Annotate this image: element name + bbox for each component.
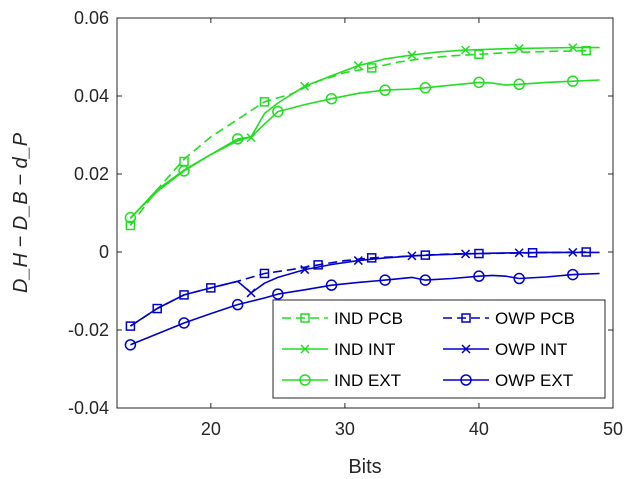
data-point-owp-pcb <box>152 303 162 314</box>
data-point-owp-ext <box>272 288 284 300</box>
legend-label-owp-pcb: OWP PCB <box>495 309 575 328</box>
data-point-ind-ext <box>231 133 244 145</box>
data-point-ind-int <box>246 133 256 143</box>
legend-label-owp-int: OWP INT <box>495 340 567 359</box>
x-tick-label: 40 <box>469 419 489 439</box>
data-point-owp-ext <box>379 274 391 286</box>
data-point-ind-int <box>407 50 417 60</box>
legend-label-ind-pcb: IND PCB <box>334 309 403 328</box>
legend-marker-ind-int <box>300 344 310 354</box>
data-point-ind-int <box>461 45 471 55</box>
data-point-owp-pcb <box>179 290 189 300</box>
legend-label-ind-int: IND INT <box>334 340 395 359</box>
data-point-owp-ext <box>473 270 485 282</box>
data-point-ind-ext <box>178 165 190 177</box>
legend-marker-owp-int <box>461 344 471 354</box>
legend-label-owp-ext: OWP EXT <box>495 371 573 390</box>
x-tick-label: 20 <box>201 419 221 439</box>
data-point-ind-ext <box>473 76 485 89</box>
plot-frame <box>116 17 614 409</box>
data-point-owp-pcb <box>527 248 538 258</box>
data-point-owp-pcb <box>420 250 431 260</box>
data-point-ind-ext <box>325 92 338 105</box>
data-point-owp-pcb <box>366 253 377 263</box>
data-point-ind-int <box>514 43 524 53</box>
data-point-ind-pcb <box>259 97 270 107</box>
data-point-ind-int <box>568 43 578 53</box>
series-markers <box>124 43 591 351</box>
data-point-owp-ext <box>567 268 579 281</box>
x-axis-label: Bits <box>348 456 381 478</box>
data-point-ind-ext <box>124 211 137 224</box>
y-tick-label: -0.04 <box>68 398 109 418</box>
data-point-owp-int <box>407 251 417 261</box>
data-point-ind-ext <box>513 78 525 91</box>
legend-marker-ind-ext <box>299 374 311 386</box>
legend-label-ind-ext: IND EXT <box>334 371 401 390</box>
y-tick-label: 0.04 <box>74 86 109 106</box>
data-point-owp-ext <box>419 274 432 286</box>
data-point-ind-pcb <box>581 46 591 56</box>
y-tick-label: 0 <box>99 242 109 262</box>
legend-marker-ind-pcb <box>300 313 310 323</box>
data-point-owp-ext <box>124 339 137 351</box>
data-point-ind-ext <box>379 84 391 96</box>
legend-marker-owp-pcb <box>461 313 471 323</box>
y-axis-label: D_H − D_B − d_P <box>10 132 32 293</box>
y-tick-label: 0.06 <box>74 8 109 28</box>
data-point-owp-pcb <box>581 247 591 257</box>
data-point-ind-pcb <box>366 63 377 73</box>
data-point-owp-int <box>514 248 524 258</box>
data-point-ind-int <box>353 61 363 71</box>
x-tick-label: 30 <box>335 419 355 439</box>
data-point-ind-ext <box>419 82 432 94</box>
y-tick-label: 0.02 <box>74 164 109 184</box>
data-point-ind-pcb <box>125 220 136 231</box>
legend-marker-owp-ext <box>460 374 472 386</box>
data-point-ind-ext <box>567 75 579 87</box>
series-line-ind-ext <box>129 79 600 219</box>
data-point-owp-pcb <box>206 283 216 293</box>
data-point-owp-int <box>461 249 471 259</box>
data-point-owp-pcb <box>259 268 270 279</box>
data-point-owp-pcb <box>125 321 136 331</box>
data-point-owp-ext <box>178 317 190 329</box>
legend-box <box>272 299 606 399</box>
data-point-owp-int <box>353 256 363 266</box>
y-tick-label: -0.02 <box>68 320 109 340</box>
data-point-owp-ext <box>513 272 525 285</box>
data-point-owp-pcb <box>474 248 484 259</box>
data-point-owp-int <box>246 288 256 298</box>
axis-ticks: 20 30 40 50 -0.04 -0.02 0 0.02 0.04 0.06 <box>68 8 623 439</box>
data-point-owp-pcb <box>313 260 323 270</box>
data-point-owp-ext <box>231 298 244 311</box>
data-point-ind-pcb <box>474 49 484 60</box>
data-point-ind-ext <box>272 105 284 118</box>
data-point-owp-int <box>300 265 310 275</box>
data-point-owp-ext <box>325 279 338 291</box>
x-tick-label: 50 <box>603 419 623 439</box>
data-point-ind-int <box>300 81 310 91</box>
data-point-owp-int <box>568 247 578 257</box>
series-line-ind-pcb <box>129 50 587 226</box>
legend: IND PCB IND INT IND EXT OWP PCB OWP INT OWP E… <box>272 299 606 399</box>
